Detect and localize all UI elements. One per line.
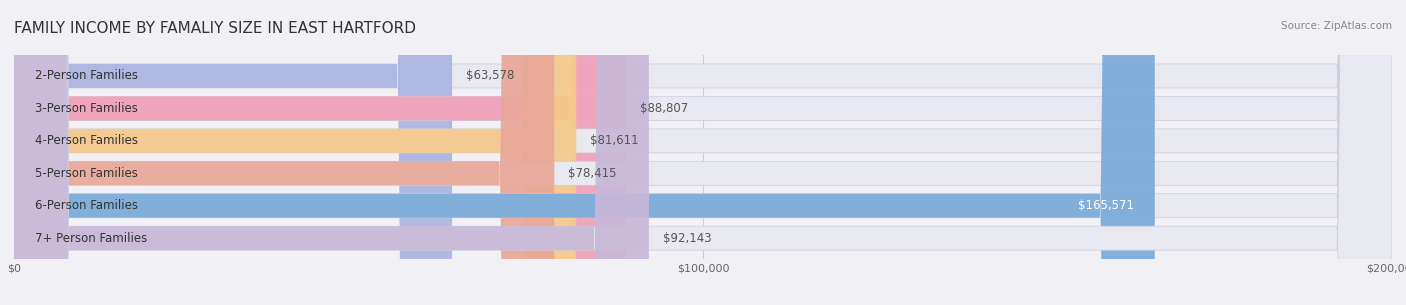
- FancyBboxPatch shape: [14, 0, 1392, 305]
- Text: $81,611: $81,611: [591, 135, 638, 147]
- Text: 2-Person Families: 2-Person Families: [35, 70, 138, 82]
- FancyBboxPatch shape: [14, 0, 1392, 305]
- Text: 4-Person Families: 4-Person Families: [35, 135, 138, 147]
- Text: 3-Person Families: 3-Person Families: [35, 102, 138, 115]
- FancyBboxPatch shape: [14, 0, 1154, 305]
- FancyBboxPatch shape: [14, 0, 554, 305]
- Text: FAMILY INCOME BY FAMALIY SIZE IN EAST HARTFORD: FAMILY INCOME BY FAMALIY SIZE IN EAST HA…: [14, 21, 416, 36]
- Text: 6-Person Families: 6-Person Families: [35, 199, 138, 212]
- FancyBboxPatch shape: [14, 0, 1392, 305]
- FancyBboxPatch shape: [14, 0, 1392, 305]
- Text: $92,143: $92,143: [662, 232, 711, 245]
- FancyBboxPatch shape: [14, 0, 1392, 305]
- Text: Source: ZipAtlas.com: Source: ZipAtlas.com: [1281, 21, 1392, 31]
- FancyBboxPatch shape: [14, 0, 453, 305]
- Text: $78,415: $78,415: [568, 167, 617, 180]
- Text: $88,807: $88,807: [640, 102, 688, 115]
- Text: 7+ Person Families: 7+ Person Families: [35, 232, 148, 245]
- FancyBboxPatch shape: [14, 0, 576, 305]
- Text: 5-Person Families: 5-Person Families: [35, 167, 138, 180]
- FancyBboxPatch shape: [14, 0, 626, 305]
- Text: $63,578: $63,578: [465, 70, 515, 82]
- FancyBboxPatch shape: [14, 0, 1392, 305]
- Text: $165,571: $165,571: [1078, 199, 1135, 212]
- FancyBboxPatch shape: [14, 0, 650, 305]
